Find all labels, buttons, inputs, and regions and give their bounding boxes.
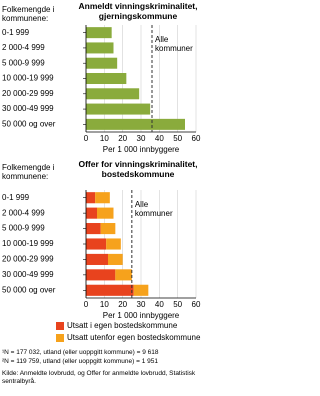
x-tick-label: 50 <box>173 134 182 143</box>
x-tick-label: 0 <box>84 300 89 309</box>
bar-segment <box>95 192 110 204</box>
x-tick-label: 60 <box>192 300 201 309</box>
x-tick-label: 20 <box>118 134 127 143</box>
y-tick-label: 2 000-4 999 <box>2 43 45 52</box>
y-tick-label: 30 000-49 999 <box>2 104 54 113</box>
bar <box>86 118 185 130</box>
bar <box>86 88 140 100</box>
y-tick-label: 10 000-19 999 <box>2 239 54 248</box>
bar-segment <box>133 284 149 296</box>
y-tick-label: 20 000-29 999 <box>2 255 54 264</box>
y-tick-label: 0-1 999 <box>2 193 30 202</box>
footnote-box: ²N = 119 759, utland (eller uoppgitt kom… <box>2 358 158 365</box>
x-tick-label: 0 <box>84 134 89 143</box>
y-axis-label: Folkemengde i kommunene: <box>2 163 55 181</box>
y-axis-label-box: Folkemengde i kommunene: <box>2 5 55 23</box>
footnote: ¹N = 177 032, utland (eller uoppgitt kom… <box>2 349 159 356</box>
x-tick-label: 50 <box>173 300 182 309</box>
bar-segment <box>106 238 121 250</box>
source-box: Kilde: Anmeldte lovbrudd, og Offer for a… <box>2 370 196 385</box>
y-axis-label-box: Folkemengde i kommunene: <box>2 163 55 181</box>
bar-segment <box>108 253 123 265</box>
x-tick-label: 30 <box>137 300 146 309</box>
bar-segment <box>86 192 96 204</box>
x-tick-label: 60 <box>192 134 201 143</box>
y-tick-label: 20 000-29 999 <box>2 89 54 98</box>
reference-label: Alle kommuner <box>134 200 173 218</box>
chart-title-box: Anmeldt vinningskriminalitet, gjerningsk… <box>78 1 198 21</box>
page: Anmeldt vinningskriminalitet, gjerningsk… <box>2 1 201 385</box>
bar <box>86 57 118 69</box>
bar-segment <box>86 238 107 250</box>
chart-title: Anmeldt vinningskriminalitet, gjerningsk… <box>78 1 198 21</box>
y-axis-label: Folkemengde i kommunene: <box>2 5 55 23</box>
legend-label: Utsatt i egen bostedskommune <box>67 321 178 330</box>
bar-segment <box>115 269 132 281</box>
y-tick-label: 2 000-4 999 <box>2 208 45 217</box>
bar-segment <box>86 207 97 219</box>
chart-title: Offer for vinningskriminalitet, bostedsk… <box>78 159 198 179</box>
legend-label: Utsatt utenfor egen bostedskommune <box>67 333 201 342</box>
x-tick-label: 30 <box>137 134 146 143</box>
legend-swatch <box>56 322 64 330</box>
source: Kilde: Anmeldte lovbrudd, og Offer for a… <box>2 370 196 385</box>
footnote-box: ¹N = 177 032, utland (eller uoppgitt kom… <box>2 349 159 356</box>
bar <box>86 103 151 115</box>
y-tick-label: 5 000-9 999 <box>2 58 45 67</box>
bar-segment <box>86 253 108 265</box>
bar <box>86 42 114 54</box>
bar <box>86 72 127 85</box>
bar-segment <box>100 223 116 235</box>
footnote: ²N = 119 759, utland (eller uoppgitt kom… <box>2 358 158 365</box>
chart-title-box: Offer for vinningskriminalitet, bostedsk… <box>78 159 198 179</box>
legend-swatch <box>56 334 64 342</box>
reference-label-box: Alle kommuner <box>155 35 193 53</box>
x-tick-label: 40 <box>155 300 164 309</box>
x-tick-label: 20 <box>118 300 127 309</box>
x-axis-label: Per 1 000 innbyggere <box>103 311 180 320</box>
x-tick-label: 10 <box>100 134 109 143</box>
y-tick-label: 30 000-49 999 <box>2 270 54 279</box>
x-axis-label: Per 1 000 innbyggere <box>103 145 180 154</box>
y-tick-label: 50 000 og over <box>2 285 56 294</box>
bar-segment <box>97 207 114 219</box>
x-tick-label: 40 <box>155 134 164 143</box>
y-tick-label: 10 000-19 999 <box>2 74 54 83</box>
y-tick-label: 50 000 og over <box>2 119 56 128</box>
bar-segment <box>86 223 101 235</box>
bar-segment <box>86 284 134 296</box>
bar-segment <box>86 269 116 281</box>
x-tick-label: 10 <box>100 300 109 309</box>
y-tick-label: 0-1 999 <box>2 28 30 37</box>
reference-label-box: Alle kommuner <box>134 200 173 218</box>
y-tick-label: 5 000-9 999 <box>2 224 45 233</box>
bar <box>86 27 112 39</box>
reference-label: Alle kommuner <box>155 35 193 53</box>
